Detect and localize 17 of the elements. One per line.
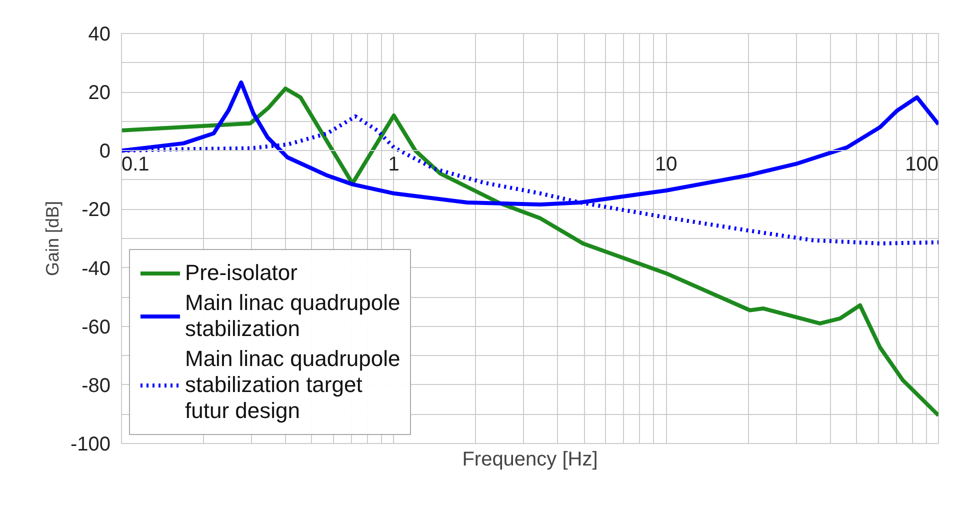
y-axis-title: Gain [dB] bbox=[42, 200, 62, 276]
y-tick-label: -40 bbox=[82, 258, 110, 280]
x-tick-label: 1 bbox=[388, 154, 400, 176]
x-axis-title: Frequency [Hz] bbox=[462, 448, 598, 470]
y-tick-label: 40 bbox=[88, 24, 111, 46]
x-tick-label: 100 bbox=[905, 154, 939, 176]
x-tick-label: 0.1 bbox=[122, 154, 150, 176]
y-tick-label: 20 bbox=[88, 82, 111, 104]
y-tick-label: -20 bbox=[82, 199, 110, 222]
y-tick-label: 0 bbox=[99, 140, 110, 163]
x-tick-label: 10 bbox=[655, 154, 678, 176]
y-tick-label: -80 bbox=[82, 374, 110, 397]
legend-label: Main linac quadrupole stabilization bbox=[185, 290, 400, 342]
legend-label: Main linac quadrupole stabilization target futur design bbox=[185, 346, 400, 424]
y-tick-label: -60 bbox=[82, 316, 110, 338]
y-tick-label: -100 bbox=[70, 434, 110, 456]
legend-label: Pre-isolator bbox=[185, 260, 298, 286]
